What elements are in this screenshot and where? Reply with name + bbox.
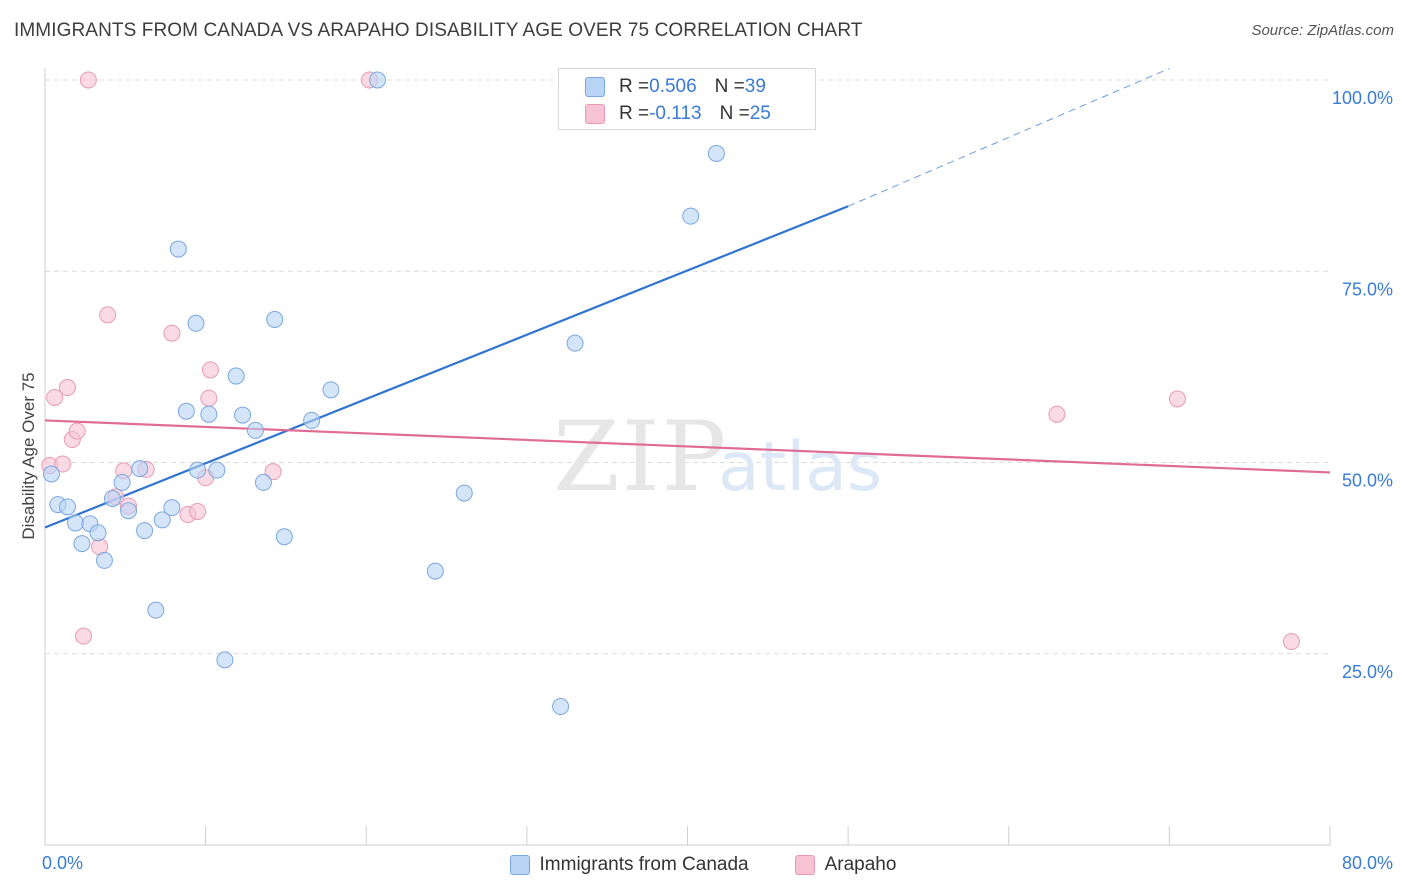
r-value-arapaho: -0.113 [649,103,702,124]
point-canada [200,405,218,423]
legend-entry-canada[interactable]: Immigrants from Canada [509,854,749,876]
point-canada [58,498,76,516]
point-arapaho [54,455,72,473]
point-canada [322,381,340,399]
point-canada [67,514,85,532]
y-tick-label: 100.0% [1332,88,1393,108]
point-canada [303,411,321,429]
trendline-canada [44,205,849,529]
y-tick-label: 50.0% [1342,471,1393,491]
n-value-canada: 39 [744,76,766,97]
point-canada [254,473,272,491]
point-arapaho [1168,390,1186,408]
point-canada [246,421,264,439]
point-canada [266,310,284,328]
watermark: ZIP atlas [553,401,882,513]
point-canada [208,461,226,479]
point-arapaho [75,627,93,645]
point-canada [216,651,234,669]
point-arapaho [58,379,76,397]
watermark-zip: ZIP [553,401,728,513]
r-label: R = [619,76,650,97]
point-arapaho [264,463,282,481]
watermark-atlas: atlas [718,428,882,507]
point-canada [73,535,91,553]
point-canada [95,551,113,569]
x-tick-label-max: 80.0% [1342,853,1393,873]
x-tick-label-min: 0.0% [42,853,83,873]
stats-row-canada: R = 0.506 N = 39 [585,74,766,100]
point-canada [368,71,386,89]
grid-layer [45,79,1330,655]
legend-swatch-arapaho [794,855,815,875]
stats-swatch-canada [585,77,605,97]
point-arapaho [99,306,117,324]
point-arapaho [201,361,219,379]
point-canada [131,460,149,478]
point-arapaho [189,502,207,520]
n-value-arapaho: 25 [749,103,771,124]
chart-title: IMMIGRANTS FROM CANADA VS ARAPAHO DISABI… [14,20,863,41]
point-arapaho [68,422,86,440]
point-canada [163,499,181,517]
point-canada [552,698,570,716]
r-label: R = [619,103,650,124]
point-arapaho [1048,405,1066,423]
y-tick-label: 75.0% [1342,279,1393,299]
point-canada [169,240,187,258]
bottom-legend: Immigrants from Canada Arapaho [0,850,1406,880]
y-tick-label: 25.0% [1342,662,1393,682]
point-canada [707,144,725,162]
point-canada [89,524,107,542]
point-canada [103,489,121,507]
point-canada [187,314,205,332]
point-canada [177,402,195,420]
point-canada [189,461,207,479]
trendline-canada-extension [847,68,1170,207]
n-label: N = [714,76,745,97]
point-canada [275,528,293,546]
stats-row-arapaho: R = -0.113 N = 25 [585,101,771,127]
stats-legend: R = 0.506 N = 39 R = -0.113 N = 25 [558,68,816,130]
point-canada [234,406,252,424]
point-canada [455,484,473,502]
y-axis-label: Disability Age Over 75 [19,372,38,539]
point-canada [147,601,165,619]
stats-swatch-arapaho [585,104,605,124]
point-arapaho [1282,633,1300,651]
point-canada [566,334,584,352]
legend-label-arapaho: Arapaho [824,854,897,875]
point-arapaho [46,388,64,406]
point-layer [41,71,1300,716]
point-arapaho [200,389,218,407]
point-canada [113,473,131,491]
point-canada [227,367,245,385]
point-arapaho [79,71,97,89]
source-label: Source: ZipAtlas.com [1251,22,1394,39]
point-canada [136,522,154,540]
point-arapaho [163,324,181,342]
legend-swatch-canada [509,855,530,875]
point-canada [42,465,60,483]
r-value-canada: 0.506 [649,76,697,97]
n-label: N = [719,103,750,124]
point-canada [426,562,444,580]
legend-label-canada: Immigrants from Canada [539,854,749,875]
point-canada [153,511,171,529]
point-canada [682,207,700,225]
legend-entry-arapaho[interactable]: Arapaho [794,854,897,876]
axis-layer: 100.0% 75.0% 50.0% 25.0% 0.0% 80.0% [42,68,1393,873]
point-canada [120,502,138,520]
